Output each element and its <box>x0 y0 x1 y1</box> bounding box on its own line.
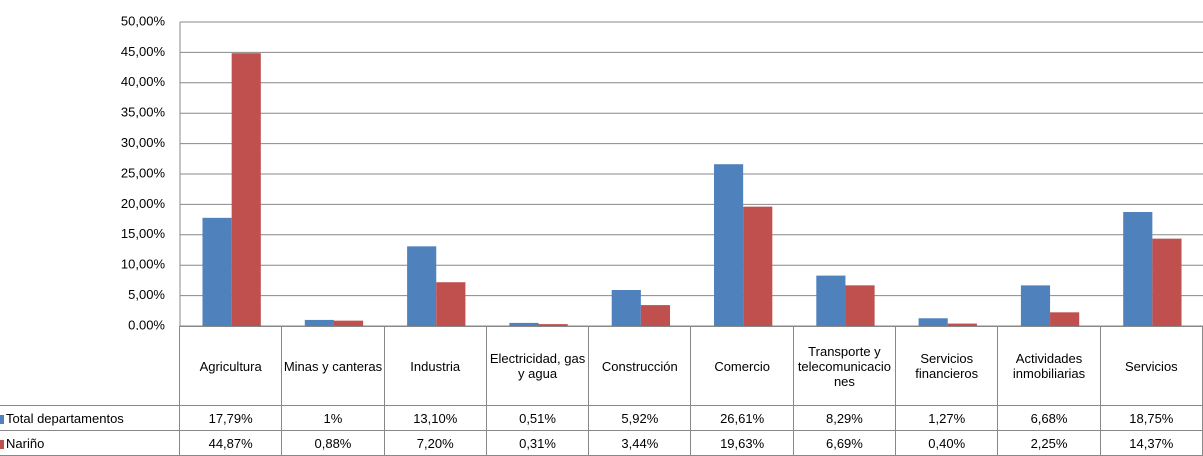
value-label: 8,29% <box>792 405 897 431</box>
bar <box>509 322 539 326</box>
bar <box>845 285 875 326</box>
y-tick-label: 25,00% <box>121 165 166 180</box>
category-label: Servicios financieros <box>895 326 999 406</box>
category-label: Agricultura <box>178 326 283 406</box>
category-label: Electricidad, gas y agua <box>485 326 590 406</box>
series-row: Nariño 44,87% 0,88% 7,20% 0,31% 3,44% 19,63% 6,… <box>0 430 1203 456</box>
bar <box>231 53 261 326</box>
bar <box>1050 312 1080 326</box>
bar <box>918 318 948 326</box>
y-tick-label: 50,00% <box>121 13 166 28</box>
value-label: 6,69% <box>792 430 897 456</box>
bar <box>714 164 744 326</box>
bar <box>640 305 671 326</box>
bar <box>333 320 364 326</box>
y-tick-label: 45,00% <box>121 44 166 59</box>
bar <box>743 206 773 326</box>
bar <box>1020 285 1051 326</box>
value-label: 44,87% <box>178 430 283 456</box>
y-tick-label: 30,00% <box>121 135 166 150</box>
corner-cell <box>0 326 180 406</box>
legend-label: Nariño <box>6 435 45 451</box>
value-label: 5,92% <box>588 405 692 431</box>
value-label: 18,75% <box>1099 405 1203 431</box>
bar <box>611 290 641 326</box>
category-row: Agricultura Minas y canteras Industria Elec… <box>0 326 1203 406</box>
y-tick-label: 5,00% <box>128 287 165 302</box>
bar <box>538 324 568 326</box>
bar <box>947 323 977 326</box>
value-label: 26,61% <box>690 405 794 431</box>
bar <box>304 319 334 326</box>
value-label: 0,88% <box>281 430 385 456</box>
value-label: 7,20% <box>383 430 487 456</box>
y-tick-label: 10,00% <box>121 257 166 272</box>
value-label: 13,10% <box>383 405 487 431</box>
value-label: 6,68% <box>997 405 1101 431</box>
category-label: Industria <box>383 326 487 406</box>
category-label: Construcción <box>588 326 692 406</box>
value-label: 3,44% <box>588 430 692 456</box>
category-label: Comercio <box>690 326 794 406</box>
value-label: 17,79% <box>178 405 283 431</box>
category-label: Servicios <box>1099 326 1203 406</box>
value-label: 19,63% <box>690 430 794 456</box>
row-label: Nariño <box>0 430 180 456</box>
y-tick-label: 35,00% <box>121 105 166 120</box>
row-label: Total departamentos <box>0 405 180 431</box>
value-label: 14,37% <box>1099 430 1203 456</box>
value-label: 1,27% <box>895 405 999 431</box>
bar <box>1123 212 1153 326</box>
y-tick-label: 40,00% <box>121 74 166 89</box>
value-label: 0,40% <box>895 430 999 456</box>
legend-key <box>0 439 4 449</box>
category-label: Actividades inmobiliarias <box>997 326 1101 406</box>
legend-label: Total departamentos <box>6 410 124 426</box>
bar <box>436 282 466 326</box>
plot: 0,00%5,00%10,00%15,00%20,00%25,00%30,00%… <box>121 13 1203 330</box>
category-label: Minas y canteras <box>281 326 385 406</box>
legend-key <box>0 414 4 424</box>
bar <box>202 217 232 326</box>
data-table: Agricultura Minas y canteras Industria Elec… <box>0 326 1203 456</box>
bar <box>816 275 846 326</box>
value-label: 0,51% <box>485 405 590 431</box>
series-row: Total departamentos 17,79% 1% 13,10% 0,51% 5,… <box>0 405 1203 431</box>
value-label: 0,31% <box>485 430 590 456</box>
value-label: 1% <box>281 405 385 431</box>
bar <box>407 246 437 326</box>
category-label: Transporte y telecomunicaciones <box>792 326 897 406</box>
bar <box>1152 238 1182 326</box>
value-label: 2,25% <box>997 430 1101 456</box>
y-tick-label: 15,00% <box>121 226 166 241</box>
y-tick-label: 20,00% <box>121 196 166 211</box>
